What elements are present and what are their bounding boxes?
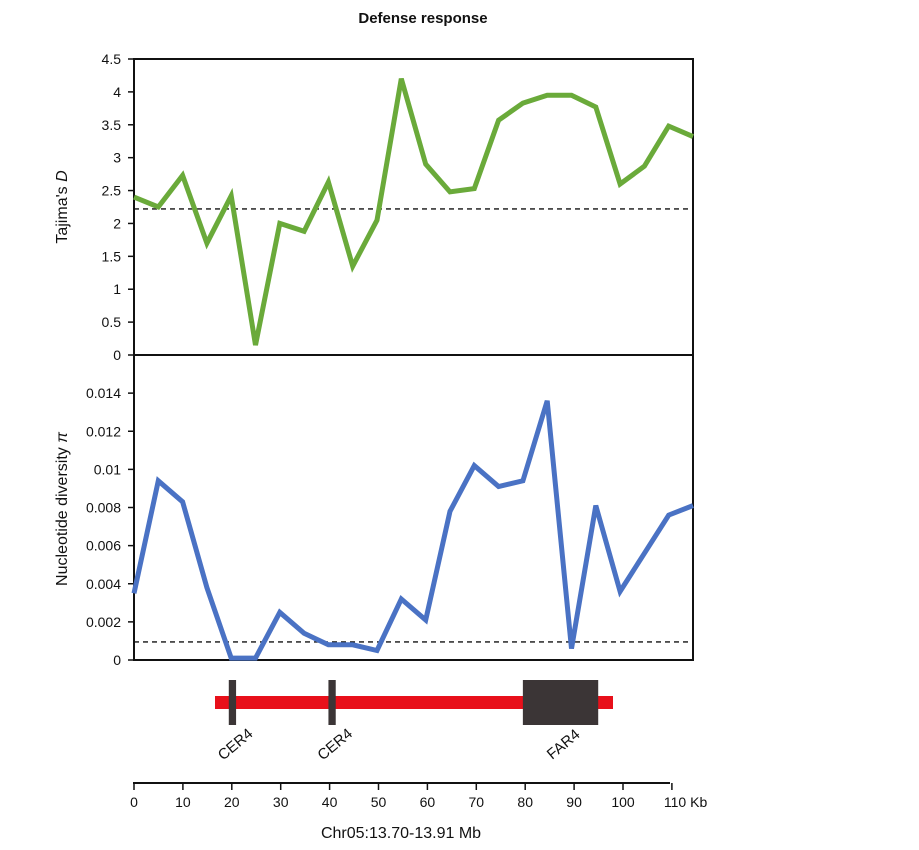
nucleotide-diversity-line	[131, 400, 694, 661]
kb-tick-label: 90	[566, 794, 582, 810]
gene-label: CER4	[215, 725, 257, 764]
top-y-tick-label: 3.5	[102, 117, 122, 133]
kb-tick-label: 30	[273, 794, 289, 810]
bottom-y-axis-label-symbol: π	[54, 432, 71, 443]
top-y-tick-label: 2.5	[102, 183, 122, 199]
top-y-tick-label: 1	[113, 281, 121, 297]
gene-blocks: CER4 CER4 FAR4	[215, 680, 599, 764]
top-y-tick-label: 4.5	[102, 51, 122, 67]
bottom-y-tick-label: 0.006	[86, 538, 121, 554]
kb-tick-label: 110 Kb	[664, 794, 708, 810]
gene-track: CER4 CER4 FAR4	[215, 680, 613, 764]
bottom-y-tick-label: 0	[113, 652, 121, 668]
top-y-axis-label-symbol: D	[54, 170, 71, 182]
kb-axis-ticks: 0 10 20 30 40 50 60 70 80 90 100 110 Kb	[130, 783, 707, 810]
x-axis-caption: Chr05:13.70-13.91 Mb	[321, 825, 481, 842]
bottom-y-tick-label: 0.014	[86, 385, 121, 401]
gene-block-far4	[522, 680, 599, 725]
top-y-tick-label: 4	[113, 84, 121, 100]
gene-block-cer4	[228, 680, 237, 725]
kb-tick-label: 40	[322, 794, 338, 810]
bottom-y-axis-label-text: Nucleotide diversity	[54, 443, 71, 586]
top-plot-frame	[133, 58, 694, 356]
kb-axis: 0 10 20 30 40 50 60 70 80 90 100 110 Kb	[130, 782, 707, 810]
bottom-y-tick-label: 0.002	[86, 614, 121, 630]
kb-tick-label: 60	[420, 794, 436, 810]
gene-label: CER4	[314, 725, 356, 764]
bottom-y-tick-label: 0.01	[94, 461, 121, 477]
top-y-axis-label-text: Tajima's	[54, 182, 71, 244]
tajimas-d-panel: 0 0.5 1 1.5 2 2.5 3 3.5 4 4.5 Tajima's D	[54, 51, 694, 363]
top-y-axis: 0 0.5 1 1.5 2 2.5 3 3.5 4 4.5	[102, 51, 134, 363]
bottom-y-tick-label: 0.012	[86, 423, 121, 439]
kb-tick-label: 20	[224, 794, 240, 810]
top-y-tick-label: 2	[113, 215, 121, 231]
gene-block-cer4	[328, 680, 336, 725]
kb-tick-label: 80	[517, 794, 533, 810]
kb-tick-label: 100	[611, 794, 635, 810]
top-y-tick-label: 3	[113, 150, 121, 166]
bottom-y-tick-label: 0.004	[86, 576, 121, 592]
kb-tick-label: 10	[175, 794, 191, 810]
top-y-tick-label: 0.5	[102, 314, 122, 330]
bottom-y-tick-label: 0.008	[86, 500, 121, 516]
top-y-tick-label: 1.5	[102, 248, 122, 264]
chart-title: Defense response	[358, 10, 487, 27]
top-y-tick-label: 0	[113, 347, 121, 363]
nucleotide-diversity-panel: 0 0.002 0.004 0.006 0.008 0.01 0.012 0.014 Nucl…	[54, 354, 694, 668]
bottom-y-axis-label: Nucleotide diversity π	[54, 432, 71, 586]
kb-tick-label: 0	[130, 794, 138, 810]
gene-label: FAR4	[544, 726, 584, 763]
bottom-y-axis: 0 0.002 0.004 0.006 0.008 0.01 0.012 0.014	[86, 385, 134, 668]
top-y-axis-label: Tajima's D	[54, 170, 71, 244]
kb-tick-label: 50	[371, 794, 387, 810]
gene-region-bar	[215, 696, 613, 709]
kb-tick-label: 70	[469, 794, 485, 810]
tajimas-d-line	[133, 78, 694, 346]
